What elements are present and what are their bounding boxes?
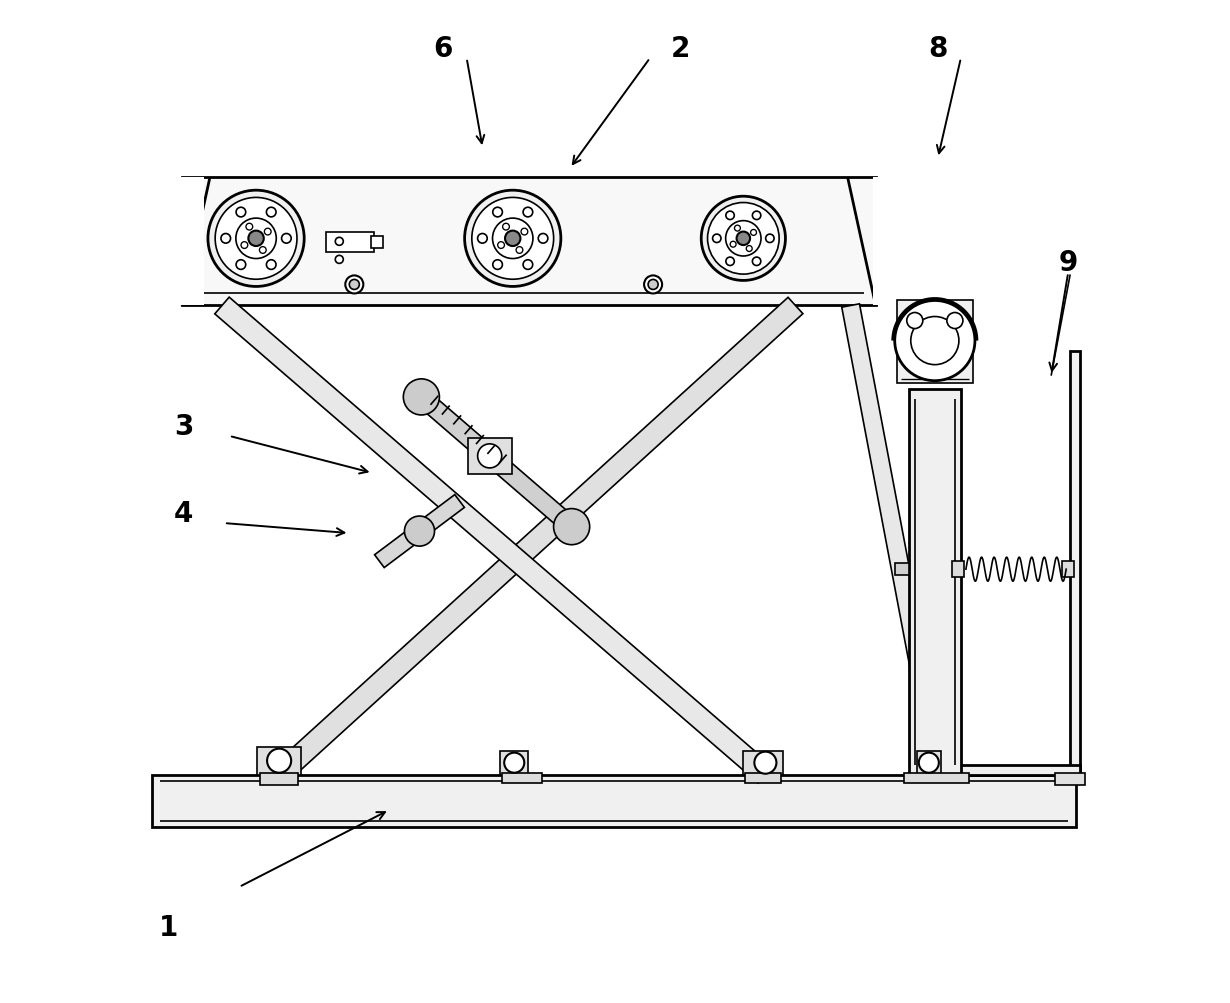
Text: 9: 9 — [1059, 249, 1077, 277]
Bar — [502, 773, 542, 783]
Bar — [904, 773, 969, 783]
Circle shape — [539, 235, 547, 244]
Bar — [182, 178, 876, 306]
Circle shape — [246, 224, 252, 231]
Polygon shape — [215, 298, 772, 783]
Circle shape — [465, 191, 561, 287]
Circle shape — [753, 212, 761, 221]
Text: 3: 3 — [175, 412, 193, 440]
Circle shape — [747, 247, 753, 252]
Circle shape — [765, 235, 774, 244]
Text: 4: 4 — [175, 499, 193, 528]
Circle shape — [208, 191, 304, 287]
Bar — [916, 751, 941, 775]
Circle shape — [215, 199, 296, 280]
Circle shape — [493, 208, 502, 218]
Circle shape — [221, 235, 230, 244]
Text: 8: 8 — [929, 35, 947, 63]
Circle shape — [264, 229, 271, 236]
Text: 6: 6 — [433, 35, 453, 63]
Bar — [178, 178, 204, 306]
Circle shape — [241, 243, 247, 249]
Circle shape — [517, 248, 523, 254]
Circle shape — [523, 261, 533, 270]
Circle shape — [336, 238, 343, 246]
Circle shape — [236, 261, 246, 270]
Bar — [909, 389, 961, 775]
Bar — [371, 237, 384, 249]
Bar — [326, 233, 374, 253]
Circle shape — [907, 313, 922, 329]
Bar — [501, 751, 528, 775]
Circle shape — [712, 235, 721, 244]
Circle shape — [910, 317, 959, 365]
Circle shape — [554, 510, 589, 546]
Circle shape — [726, 258, 734, 266]
Circle shape — [498, 243, 504, 249]
Text: 2: 2 — [670, 35, 690, 63]
Circle shape — [267, 261, 276, 270]
Circle shape — [648, 280, 658, 290]
Circle shape — [492, 219, 533, 259]
Circle shape — [267, 749, 292, 773]
Circle shape — [260, 248, 266, 254]
Circle shape — [645, 276, 662, 294]
Circle shape — [523, 208, 533, 218]
Bar — [1070, 351, 1080, 775]
Circle shape — [522, 229, 528, 236]
Bar — [257, 747, 301, 775]
Circle shape — [282, 235, 292, 244]
Circle shape — [472, 199, 554, 280]
Circle shape — [504, 753, 524, 773]
Bar — [151, 775, 1076, 827]
Circle shape — [267, 208, 276, 218]
Bar — [897, 301, 973, 383]
Circle shape — [506, 232, 520, 247]
Circle shape — [894, 301, 975, 381]
Circle shape — [707, 204, 779, 275]
Polygon shape — [375, 495, 465, 568]
Bar — [260, 773, 298, 785]
Bar — [745, 773, 781, 783]
Circle shape — [503, 224, 509, 231]
Bar — [872, 178, 898, 306]
Circle shape — [750, 231, 756, 236]
Text: 1: 1 — [159, 913, 178, 941]
Bar — [894, 564, 909, 576]
Circle shape — [248, 232, 263, 247]
Circle shape — [947, 313, 963, 329]
Circle shape — [336, 256, 343, 264]
Circle shape — [236, 208, 246, 218]
Bar — [1055, 773, 1085, 785]
Bar — [956, 765, 1080, 775]
Circle shape — [734, 226, 740, 232]
Circle shape — [726, 212, 734, 221]
Bar — [1063, 562, 1074, 578]
Polygon shape — [841, 305, 943, 752]
Bar — [467, 438, 512, 474]
Circle shape — [731, 242, 736, 248]
Circle shape — [919, 753, 938, 773]
Circle shape — [493, 261, 502, 270]
Circle shape — [477, 235, 487, 244]
Circle shape — [737, 233, 750, 246]
Circle shape — [349, 280, 359, 290]
Circle shape — [726, 222, 761, 257]
Bar — [952, 562, 964, 578]
Circle shape — [346, 276, 363, 294]
Circle shape — [236, 219, 277, 259]
Circle shape — [403, 379, 439, 415]
Circle shape — [701, 197, 786, 281]
Polygon shape — [416, 391, 578, 534]
Circle shape — [754, 752, 776, 774]
Circle shape — [477, 444, 502, 468]
Polygon shape — [272, 298, 803, 783]
Circle shape — [753, 258, 761, 266]
Bar — [743, 751, 784, 775]
Circle shape — [405, 517, 434, 547]
